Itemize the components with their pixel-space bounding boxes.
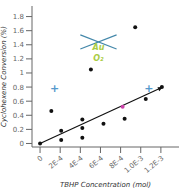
- svg-text:0.2: 0.2: [13, 126, 24, 134]
- svg-text:+: +: [50, 82, 59, 95]
- svg-text:Cyclohexene Conversion (%): Cyclohexene Conversion (%): [8, 26, 9, 127]
- svg-text:1.4: 1.4: [13, 41, 25, 49]
- svg-text:0.6: 0.6: [13, 98, 25, 106]
- svg-text:2E-4: 2E-4: [47, 154, 65, 171]
- svg-text:TBHP Concentration (mol): TBHP Concentration (mol): [60, 181, 151, 189]
- svg-text:1.2: 1.2: [13, 55, 24, 63]
- svg-text:1.2E-3: 1.2E-3: [143, 154, 165, 175]
- svg-text:0: 0: [36, 154, 45, 163]
- svg-text:8E-4: 8E-4: [107, 154, 126, 171]
- svg-text:1.0E-3: 1.0E-3: [123, 154, 145, 175]
- svg-text:+: +: [144, 82, 153, 95]
- svg-text:0.4: 0.4: [13, 112, 25, 120]
- svg-text:1.6: 1.6: [13, 27, 25, 35]
- svg-text:4E-4: 4E-4: [68, 154, 86, 171]
- svg-text:0.8: 0.8: [13, 84, 24, 92]
- svg-text:1: 1: [20, 69, 24, 77]
- svg-text:1.8: 1.8: [13, 13, 24, 21]
- svg-text:0: 0: [20, 140, 24, 148]
- svg-text:Au: Au: [92, 43, 105, 52]
- svg-text:O₂: O₂: [93, 54, 104, 63]
- svg-text:6E-4: 6E-4: [88, 154, 106, 171]
